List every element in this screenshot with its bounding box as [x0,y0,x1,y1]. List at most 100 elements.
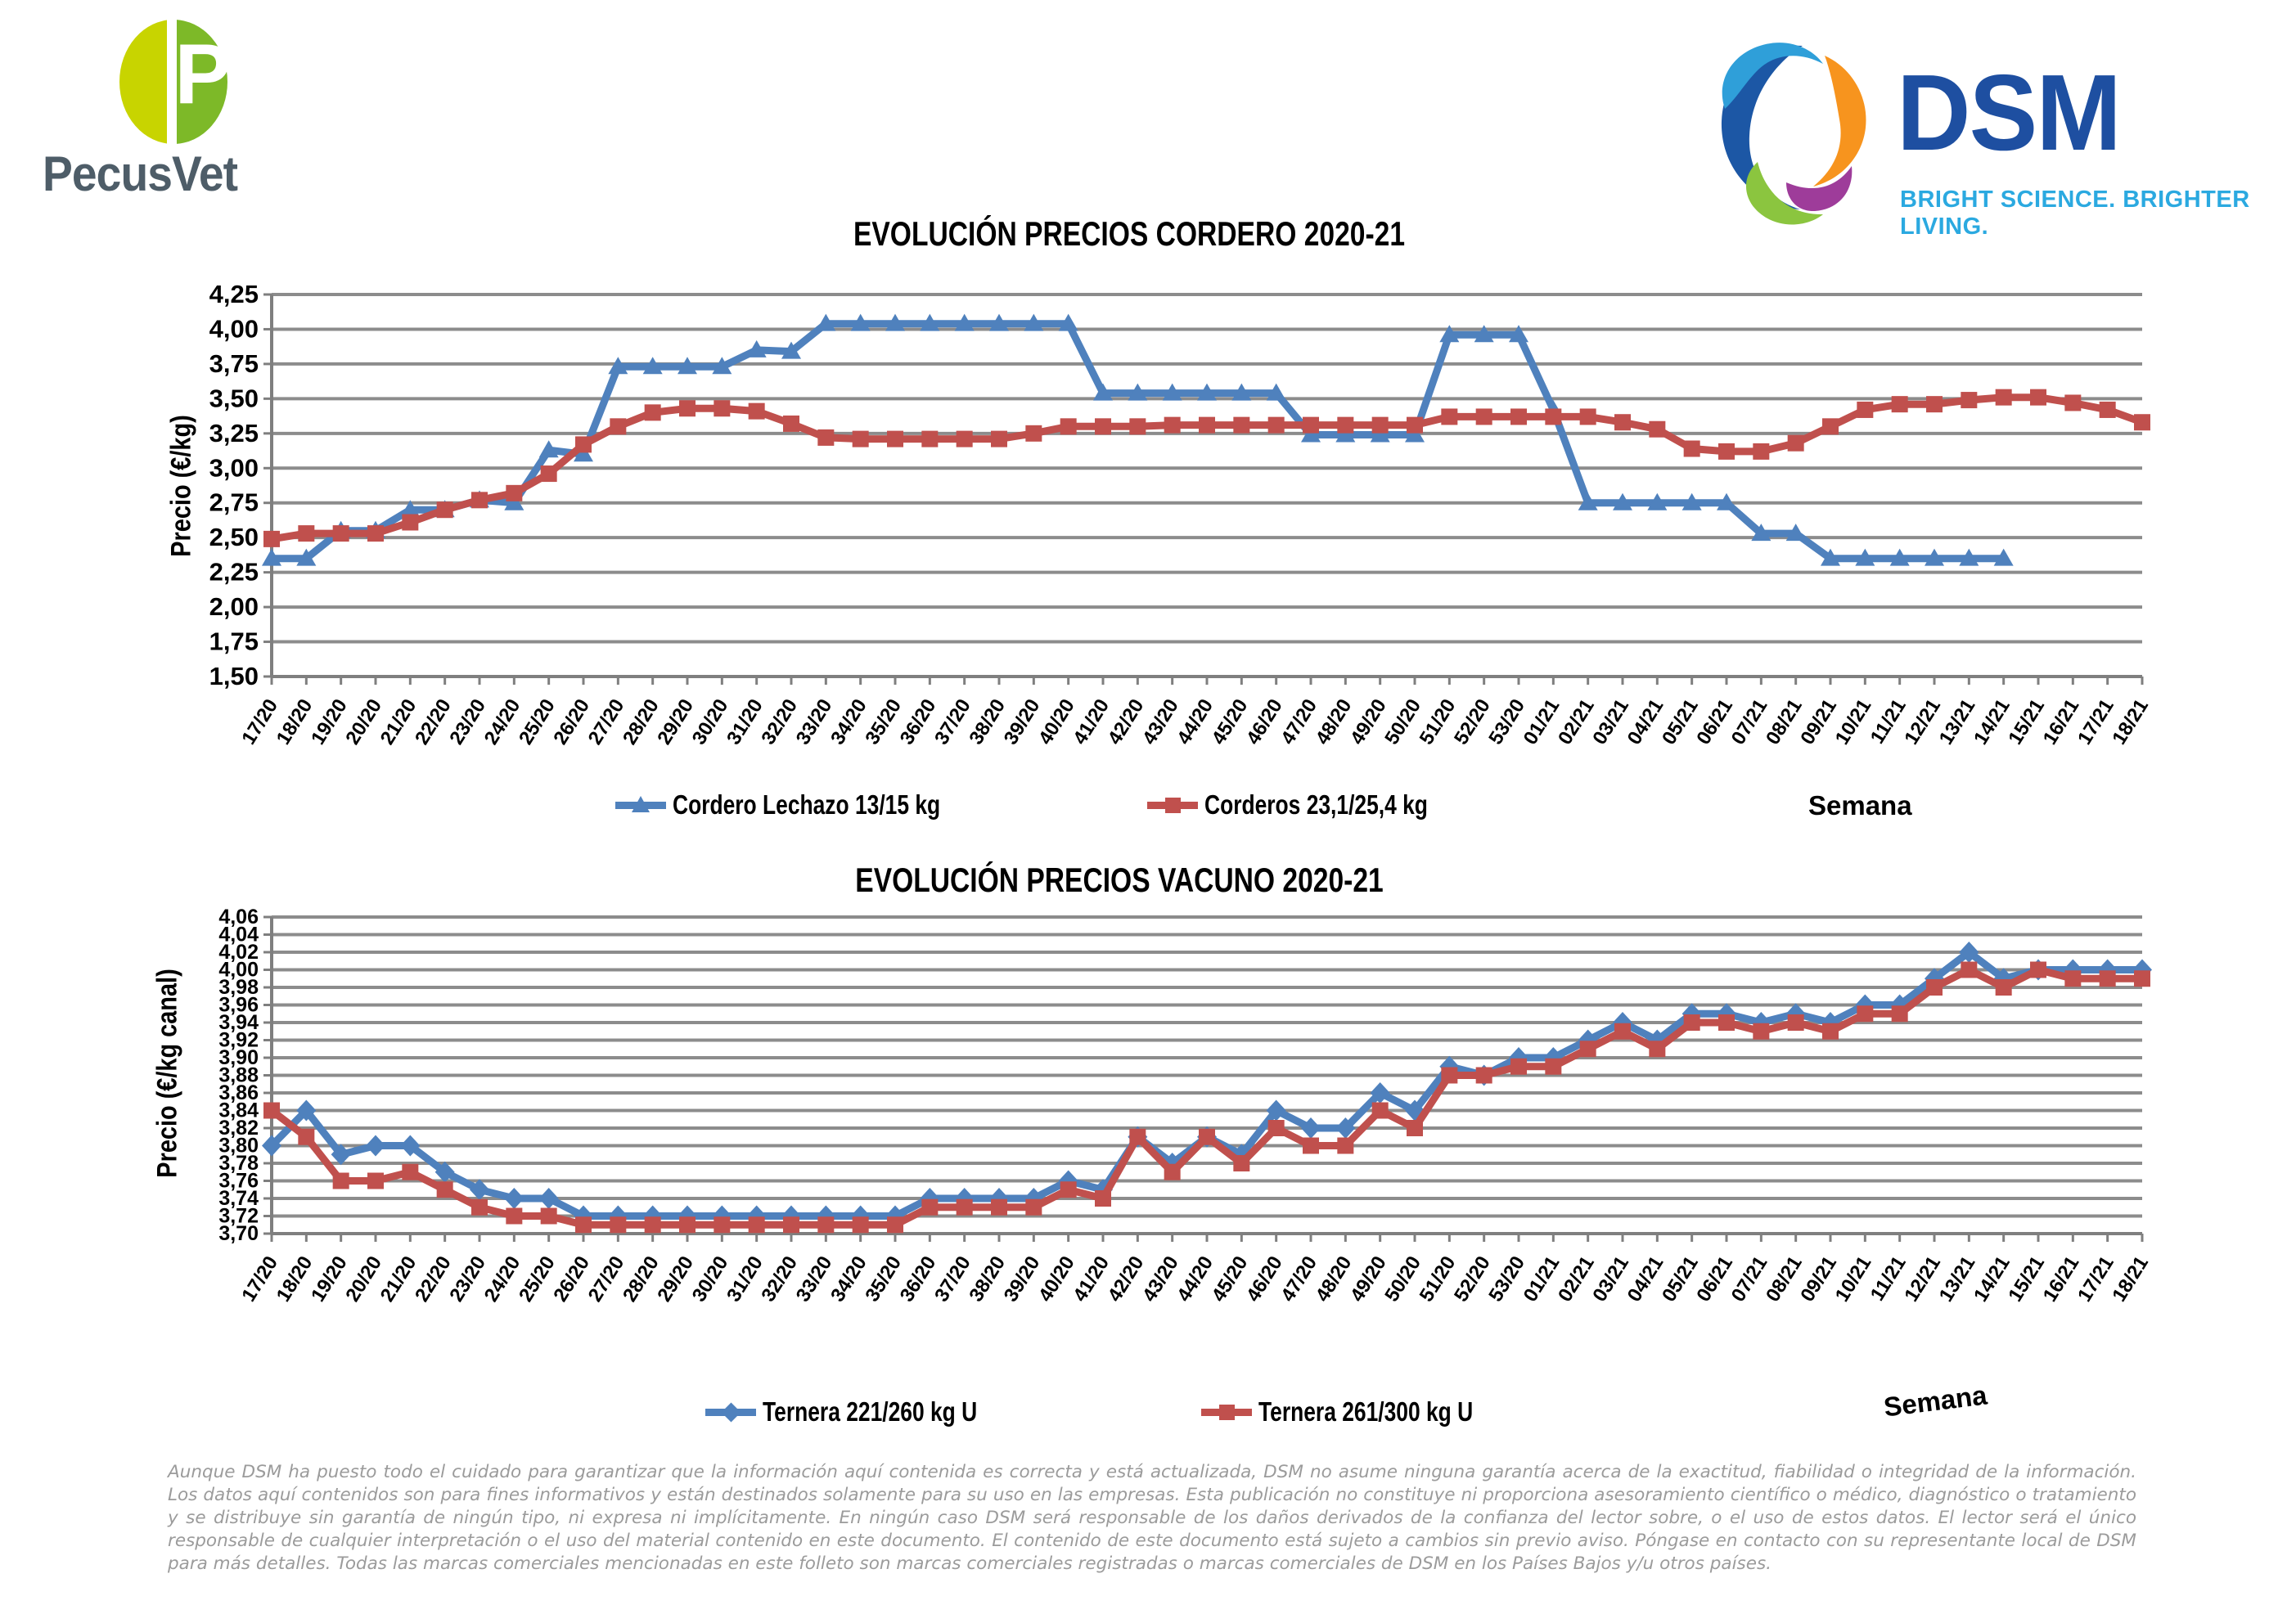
x-tick-label: 27/20 [584,1252,629,1306]
x-tick-label: 22/20 [411,1252,456,1306]
series-marker-triangle [1197,383,1217,401]
chart2-x-axis-title: Semana [1882,1379,1989,1423]
y-tick-label: 3,50 [209,384,259,412]
x-tick-label: 51/20 [1416,1252,1461,1306]
series-marker-square [610,1216,627,1234]
x-tick-label: 40/20 [1034,695,1079,749]
series-marker-square [1857,401,1874,418]
x-tick-label: 29/20 [653,695,698,749]
series-marker-square [1995,979,2012,996]
series-marker-triangle [1681,492,1702,510]
series-marker-square [1129,1128,1146,1145]
series-marker-diamond [1301,1117,1321,1139]
chart2-plot: 3,703,723,743,763,783,803,823,843,863,88… [218,906,2153,1306]
series-marker-square [332,1172,349,1189]
x-tick-label: 07/21 [1727,1252,1772,1306]
x-tick-label: 27/20 [584,695,629,749]
red-line-square-icon [1147,797,1198,813]
series-marker-square [1891,396,1908,413]
series-marker-square [1649,420,1666,438]
series-marker-triangle [1785,524,1806,542]
series-marker-triangle [989,313,1009,331]
x-tick-label: 31/20 [723,1252,768,1306]
series-marker-square [2134,970,2150,987]
series-marker-square [1060,418,1077,435]
x-tick-label: 38/20 [965,695,1010,749]
series-marker-square [1926,396,1943,413]
y-tick-label: 1,75 [209,627,259,656]
series-marker-triangle [504,492,524,510]
y-tick-label: 3,74 [218,1187,259,1210]
x-tick-label: 17/21 [2073,1252,2118,1306]
x-tick-label: 50/20 [1380,1252,1425,1306]
x-tick-label: 01/21 [1519,695,1564,749]
series-marker-square [1891,1005,1908,1023]
x-tick-label: 12/21 [1900,1252,1945,1306]
series-marker-square [887,1216,903,1234]
x-tick-label: 13/21 [1935,1252,1980,1306]
y-tick-label: 3,86 [218,1081,259,1104]
x-tick-label: 01/21 [1519,1252,1564,1306]
x-tick-label: 34/20 [826,695,871,749]
series-marker-square [1025,425,1042,442]
series-marker-triangle [262,548,281,566]
x-tick-label: 26/20 [549,695,594,749]
x-tick-label: 49/20 [1346,695,1391,749]
series-marker-square [714,400,731,417]
series-marker-square [1337,416,1354,434]
x-tick-label: 31/20 [723,695,768,749]
series-marker-square [263,1102,280,1119]
x-tick-label: 16/21 [2039,695,2084,749]
series-marker-square [1267,416,1285,434]
series-marker-triangle [1647,492,1668,510]
x-tick-label: 04/21 [1623,1252,1668,1306]
x-tick-label: 17/20 [237,695,282,749]
series-marker-square [1822,1023,1839,1040]
x-tick-label: 38/20 [965,1252,1010,1306]
series-marker-diamond [470,1179,489,1201]
series-marker-square [1579,1041,1596,1058]
series-marker-triangle [1335,425,1356,443]
y-tick-label: 3,84 [218,1099,259,1122]
x-tick-label: 06/21 [1692,695,1737,749]
series-marker-square [2134,414,2150,431]
series-marker-square [1614,414,1631,431]
series-marker-square [783,1216,799,1234]
y-tick-label: 3,98 [218,976,259,999]
y-tick-label: 3,76 [218,1170,259,1193]
x-tick-label: 30/20 [688,695,733,749]
x-tick-label: 02/21 [1554,695,1599,749]
y-tick-label: 3,88 [218,1064,259,1087]
series-marker-square [1614,1023,1631,1040]
chart1-plot: 1,50 1,75 2,00 2,25 2,50 2,75 3,00 3,25 3,50 3,75… [209,280,2153,749]
y-tick-label: 4,00 [209,314,259,343]
series-marker-triangle [1751,524,1772,542]
series-marker-square [1095,418,1111,435]
x-tick-label: 21/20 [376,695,421,749]
x-tick-label: 40/20 [1034,1252,1079,1306]
series-marker-triangle [1925,548,1944,566]
x-tick-label: 24/20 [480,695,525,749]
x-tick-label: 10/21 [1831,1252,1876,1306]
x-tick-label: 47/20 [1276,695,1321,749]
x-tick-label: 17/20 [237,1252,282,1306]
series-marker-square [1579,408,1596,425]
series-marker-square [436,501,453,519]
x-tick-label: 19/20 [307,1252,352,1306]
series-marker-square [1025,1198,1042,1216]
series-marker-square [1649,1041,1666,1058]
y-tick-label: 3,82 [218,1117,259,1140]
x-tick-label: 39/20 [1000,695,1045,749]
y-tick-label: 3,80 [218,1135,259,1158]
chart2-legend-label-221-260: Ternera 221/260 kg U [763,1396,978,1427]
x-tick-label: 14/21 [1970,695,2015,749]
x-tick-label: 37/20 [930,695,975,749]
series-marker-square [1683,1014,1700,1031]
x-tick-label: 04/21 [1623,695,1668,749]
x-tick-label: 37/20 [930,1252,975,1306]
x-tick-label: 44/20 [1173,1252,1218,1306]
series-marker-square [1753,443,1770,460]
series-marker-square [1303,416,1319,434]
x-tick-label: 41/20 [1069,1252,1114,1306]
